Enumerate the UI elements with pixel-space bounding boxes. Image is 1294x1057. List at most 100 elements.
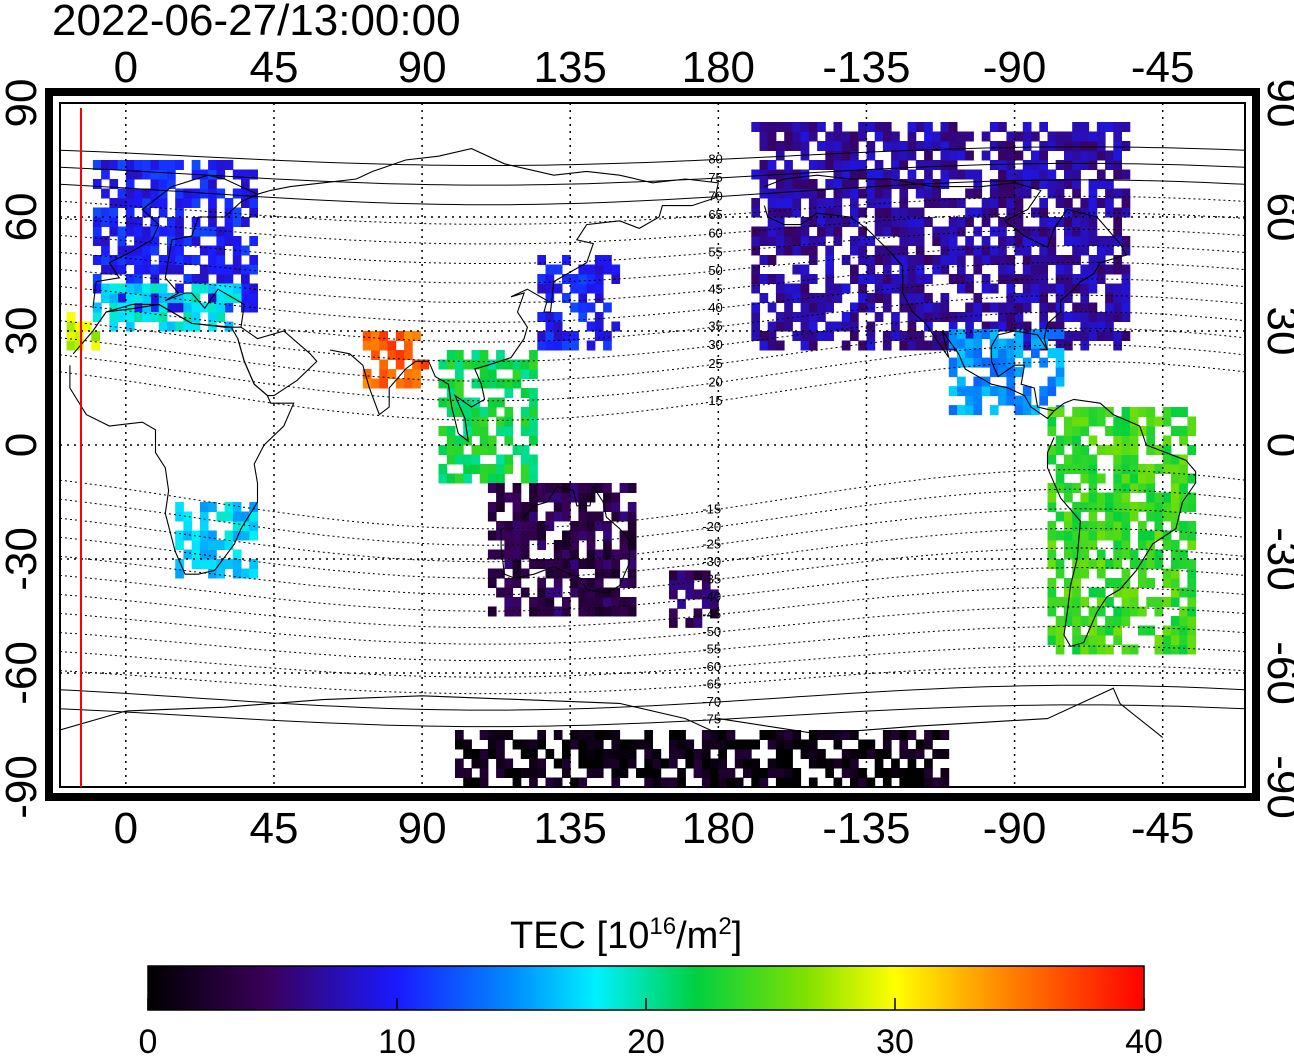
tec-cell xyxy=(619,530,629,541)
tec-cell xyxy=(1146,530,1155,541)
tec-cell xyxy=(479,777,489,787)
tec-cell xyxy=(1187,473,1197,484)
tec-cell xyxy=(1055,321,1065,332)
tec-cell xyxy=(91,331,100,341)
tec-cell xyxy=(989,321,999,332)
tec-cell xyxy=(1080,445,1090,455)
tec-cell xyxy=(874,207,884,218)
tec-cell xyxy=(66,340,76,351)
tec-cell xyxy=(1138,606,1147,617)
tec-cell xyxy=(404,369,413,379)
tec-cell xyxy=(981,236,991,246)
tec-cell xyxy=(1121,454,1131,465)
right-lat-tick: 30 xyxy=(1258,307,1294,356)
tec-cell xyxy=(1162,597,1172,607)
top-lon-tick: -45 xyxy=(1131,43,1195,92)
tec-cell xyxy=(1022,405,1032,416)
tec-cell xyxy=(101,236,110,246)
tec-cell xyxy=(989,122,999,132)
tec-cell xyxy=(627,540,637,550)
tec-cell xyxy=(249,283,258,294)
tec-cell xyxy=(545,777,555,787)
tec-cell xyxy=(841,730,851,740)
tec-cell xyxy=(915,160,925,170)
tec-cell xyxy=(808,245,818,256)
tec-cell xyxy=(1088,511,1098,522)
tec-cell xyxy=(1170,568,1180,579)
tec-cell xyxy=(1113,188,1122,199)
tec-cell xyxy=(701,758,711,769)
tec-cell xyxy=(1105,530,1114,541)
tec-cell xyxy=(915,340,925,351)
tec-cell xyxy=(998,150,1007,161)
tec-cell xyxy=(701,739,711,750)
tec-cell xyxy=(1047,530,1057,541)
tec-cell xyxy=(973,338,983,349)
tec-cell xyxy=(249,559,258,569)
tec-cell xyxy=(767,198,777,208)
tec-cell xyxy=(241,217,250,227)
tec-cell xyxy=(232,207,242,218)
tec-cell xyxy=(529,350,538,360)
tec-cell xyxy=(463,407,472,417)
tec-cell xyxy=(455,768,464,778)
tec-cell xyxy=(562,549,571,560)
tec-cell xyxy=(504,521,514,531)
tec-cell xyxy=(1014,217,1024,227)
tec-cell xyxy=(981,131,991,142)
tec-cell xyxy=(907,207,917,218)
tec-cell xyxy=(241,568,250,579)
tec-cell xyxy=(841,255,851,265)
tec-cell xyxy=(882,302,892,313)
tec-cell xyxy=(1088,559,1098,569)
tec-cell xyxy=(1072,435,1081,446)
tec-cell xyxy=(940,150,950,161)
tec-cell xyxy=(907,217,917,227)
tec-cell xyxy=(899,198,909,208)
colorbar-tick-label: 10 xyxy=(378,1023,416,1057)
tec-cell xyxy=(1080,264,1090,275)
tec-cell xyxy=(1162,578,1172,588)
tec-cell xyxy=(125,169,135,180)
tec-cell xyxy=(529,426,538,436)
tec-cell xyxy=(150,179,160,189)
tec-cell xyxy=(1047,188,1057,199)
tec-cell xyxy=(1088,207,1098,218)
tec-cell xyxy=(817,236,826,246)
tec-cell xyxy=(1039,264,1048,275)
tec-cell xyxy=(150,264,160,275)
tec-cell xyxy=(948,141,958,151)
tec-cell xyxy=(767,255,777,265)
tec-cell xyxy=(1113,587,1122,598)
tec-cell xyxy=(915,226,925,237)
tec-cell xyxy=(718,739,727,750)
tec-cell xyxy=(594,549,604,560)
tec-cell xyxy=(965,331,974,341)
tec-cell xyxy=(455,388,464,398)
contour-line xyxy=(60,586,1245,629)
tec-cell xyxy=(520,369,530,379)
tec-cell xyxy=(948,150,958,161)
tec-cell xyxy=(562,483,571,493)
tec-cell xyxy=(562,568,571,579)
tec-cell xyxy=(751,283,760,294)
tec-cell xyxy=(841,160,851,170)
tec-cell xyxy=(998,122,1007,132)
tec-cell xyxy=(529,749,538,759)
tec-cell xyxy=(957,329,966,340)
tec-cell xyxy=(751,321,760,332)
tec-cell xyxy=(183,293,193,303)
tec-cell xyxy=(1096,635,1106,645)
tec-cell xyxy=(965,217,974,227)
tec-cell xyxy=(989,329,999,340)
tec-cell xyxy=(232,521,242,531)
tec-cell xyxy=(1105,198,1114,208)
tec-cell xyxy=(1113,616,1122,626)
tec-cell xyxy=(1187,616,1197,626)
tec-cell xyxy=(537,492,546,503)
tec-cell xyxy=(866,274,876,284)
tec-cell xyxy=(142,198,151,208)
tec-cell xyxy=(948,312,958,322)
tec-cell xyxy=(833,169,843,180)
tec-cell xyxy=(216,293,226,303)
